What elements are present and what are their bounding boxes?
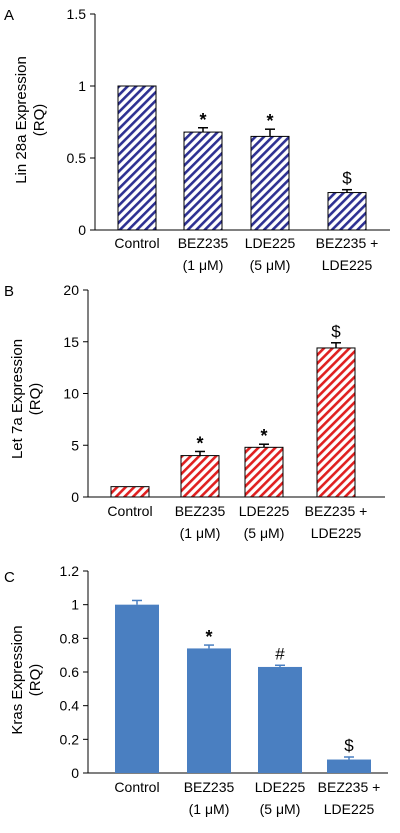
bar [183,131,223,231]
x-tick-label: BEZ235 [175,503,226,519]
x-tick-label: LDE225 [239,503,290,519]
y-tick-label: 0.5 [67,150,87,166]
y-axis-label-unit: (RQ) [31,104,48,137]
y-tick-label: 1.5 [67,6,87,22]
significance-marker: # [275,644,285,663]
y-tick-label: 0.6 [60,664,80,680]
plot-area: 0 0.2 0.4 0.6 0.8 1 1.2 Control * BEZ235 (1 μM) # LD… [60,563,388,817]
significance-marker: * [266,111,273,131]
bar [327,759,371,773]
x-tick-label: Control [107,503,152,519]
y-tick-label: 0.8 [60,630,80,646]
y-tick-label: 10 [63,386,79,402]
x-tick-label: BEZ235 [184,779,235,795]
bar [117,85,157,231]
y-axis-label: Let 7a Expression [9,339,26,459]
x-tick-label-line2: (1 μM) [189,801,230,817]
x-tick-label-line2: (5 μM) [260,801,301,817]
plot-area: 0 5 10 15 20 Control * BEZ235 (1 μM) * LDE225 (5 μM… [63,282,385,541]
significance-marker: $ [331,322,341,341]
bar [110,486,150,498]
bar [115,604,159,773]
chart-panel-b: B Let 7a Expression (RQ) 0 5 10 15 20 Control… [4,282,385,541]
y-axis-label-unit: (RQ) [27,664,44,697]
y-tick-label: 1 [71,597,79,613]
bar [250,135,290,231]
bar [327,192,367,231]
significance-marker: * [199,110,206,130]
significance-marker: * [196,433,203,453]
panel-label: C [4,569,15,586]
bar [180,455,220,498]
panel-label: A [4,7,14,24]
significance-marker: * [205,627,212,647]
panel-label: B [4,283,14,300]
y-tick-label: 1.2 [60,563,80,579]
x-tick-label-line2: LDE225 [324,801,375,817]
significance-marker: * [260,426,267,446]
y-tick-label: 15 [63,334,79,350]
x-tick-label-line2: (1 μM) [183,257,224,273]
plot-area: 0 0.5 1 1.5 Control * BEZ235 (1 μM) * LDE225 (5 μM… [67,6,390,273]
y-tick-label: 5 [71,437,79,453]
chart-panel-a: A Lin 28a Expression (RQ) 0 0.5 1 1.5 Contro… [4,6,390,273]
y-tick-label: 0 [71,489,79,505]
x-tick-label: Control [114,779,159,795]
y-tick-label: 1 [78,78,86,94]
bar [244,446,284,498]
chart-panel-c: C Kras Expression (RQ) 0 0.2 0.4 0.6 0.8 1 1.2… [4,563,388,817]
bar [316,347,356,498]
y-tick-label: 0.2 [60,731,80,747]
x-tick-label: LDE225 [255,779,306,795]
y-tick-label: 20 [63,282,79,298]
x-tick-label-line2: LDE225 [311,525,362,541]
x-tick-label-line2: (1 μM) [180,525,221,541]
y-tick-label: 0 [78,222,86,238]
y-axis-label-unit: (RQ) [27,383,44,416]
x-tick-label-line2: (5 μM) [250,257,291,273]
y-axis-label: Lin 28a Expression [13,56,30,184]
bar [258,666,302,773]
x-tick-label: BEZ235 + [305,503,368,519]
x-tick-label: BEZ235 + [318,779,381,795]
bar [187,648,231,773]
significance-marker: $ [344,736,354,755]
y-axis-label: Kras Expression [9,625,26,734]
x-tick-label: BEZ235 [178,235,229,251]
y-tick-label: 0.4 [60,698,80,714]
x-tick-label: Control [114,235,159,251]
significance-marker: $ [342,169,352,188]
x-tick-label-line2: (5 μM) [244,525,285,541]
y-tick-label: 0 [71,765,79,781]
x-tick-label: LDE225 [245,235,296,251]
x-tick-label-line2: LDE225 [322,257,373,273]
x-tick-label: BEZ235 + [316,235,379,251]
